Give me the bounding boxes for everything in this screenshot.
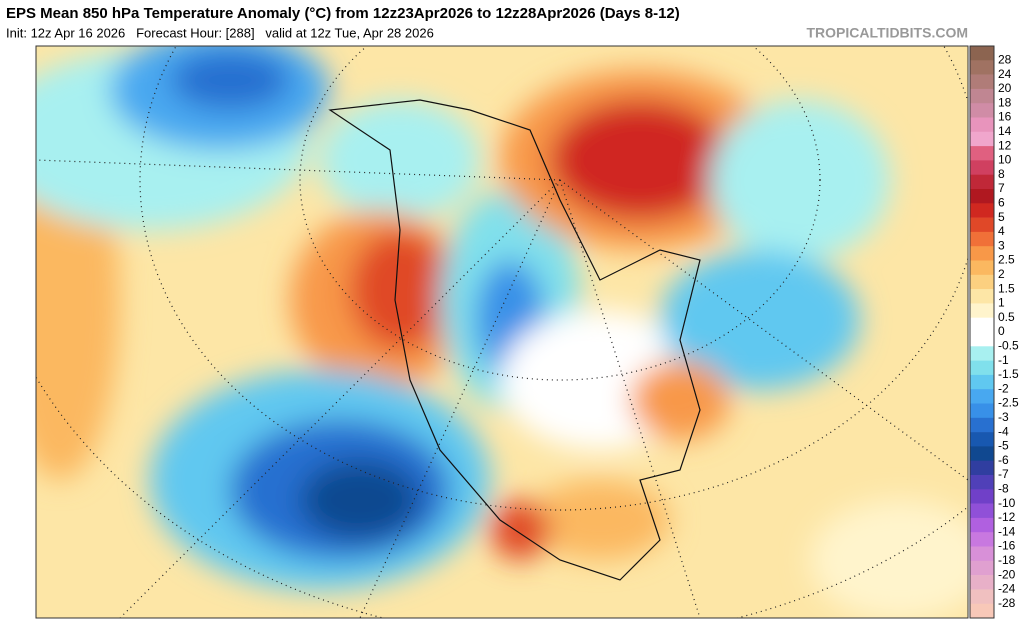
- colorbar-label: -10: [998, 496, 1016, 510]
- colorbar-segment: [970, 231, 994, 247]
- colorbar-label: 14: [998, 124, 1012, 138]
- coastline: [328, 99, 701, 581]
- colorbar-label: 7: [998, 181, 1005, 195]
- colorbar-label: -7: [998, 467, 1009, 481]
- colorbar-label: 0: [998, 324, 1005, 338]
- title: EPS Mean 850 hPa Temperature Anomaly (°C…: [6, 5, 680, 22]
- colorbar-segment: [970, 203, 994, 218]
- colorbar-label: 5: [998, 210, 1005, 224]
- colorbar-label: -16: [998, 539, 1016, 553]
- colorbar-label: -3: [998, 410, 1009, 424]
- colorbar-label: 3: [998, 238, 1005, 252]
- colorbar-label: 8: [998, 167, 1005, 181]
- colorbar-segment: [970, 246, 994, 261]
- colorbar-label: -28: [998, 596, 1016, 610]
- colorbar-label: 18: [998, 95, 1012, 109]
- colorbar-segment: [970, 489, 994, 504]
- colorbar-label: -4: [998, 424, 1009, 438]
- colorbar-label: 10: [998, 153, 1012, 167]
- colorbar-segment: [970, 346, 994, 361]
- colorbar-label: -6: [998, 453, 1009, 467]
- colorbar-segment: [970, 260, 994, 276]
- colorbar-segment: [970, 460, 994, 476]
- colorbar-label: -5: [998, 439, 1009, 453]
- subtitle: Init: 12z Apr 16 2026 Forecast Hour: [28…: [6, 25, 434, 40]
- colorbar-segment: [970, 432, 994, 447]
- colorbar-segment: [970, 389, 994, 404]
- colorbar-segment: [970, 60, 994, 75]
- colorbar-segment: [970, 589, 994, 604]
- anomaly-field: [36, 46, 968, 618]
- colorbar-label: 12: [998, 138, 1012, 152]
- colorbar-label: -18: [998, 553, 1016, 567]
- colorbar-label: 1.5: [998, 281, 1015, 295]
- colorbar-label: -12: [998, 510, 1016, 524]
- colorbar-segment: [970, 303, 994, 318]
- colorbar-label: -1.5: [998, 367, 1019, 381]
- colorbar-segment: [970, 517, 994, 533]
- colorbar-segment: [970, 446, 994, 461]
- colorbar-segment: [970, 417, 994, 433]
- colorbar-segment: [970, 317, 994, 333]
- colorbar-segment: [970, 546, 994, 562]
- colorbar-label: -1: [998, 353, 1009, 367]
- colorbar-label: 1: [998, 296, 1005, 310]
- colorbar-segment: [970, 403, 994, 419]
- colorbar-segment: [970, 103, 994, 118]
- colorbar-segment: [970, 274, 994, 290]
- colorbar-label: 0.5: [998, 310, 1015, 324]
- colorbar-label: -20: [998, 567, 1016, 581]
- colorbar-segment: [970, 217, 994, 233]
- colorbar-segment: [970, 475, 994, 490]
- colorbar-label: -0.5: [998, 338, 1019, 352]
- colorbar-segment: [970, 174, 994, 190]
- colorbar-segment: [970, 603, 994, 619]
- colorbar-segment: [970, 289, 994, 304]
- colorbar-frame: [969, 45, 995, 619]
- colorbar-segment: [970, 117, 994, 133]
- colorbar-label: 2.5: [998, 253, 1015, 267]
- colorbar-segment: [970, 146, 994, 161]
- colorbar-label: 6: [998, 195, 1005, 209]
- colorbar-segment: [970, 46, 994, 61]
- colorbar-segment: [970, 360, 994, 376]
- colorbar-segment: [970, 575, 994, 590]
- colorbar-label: -2.5: [998, 396, 1019, 410]
- colorbar-label: -24: [998, 582, 1016, 596]
- colorbar-segment: [970, 74, 994, 90]
- colorbar-label: 16: [998, 110, 1012, 124]
- colorbar-segment: [970, 189, 994, 204]
- colorbar-segment: [970, 503, 994, 519]
- map-frame: [35, 45, 969, 619]
- colorbar-segment: [970, 374, 994, 390]
- colorbar-segment: [970, 332, 994, 347]
- colorbar-label: 2: [998, 267, 1005, 281]
- colorbar-segment: [970, 532, 994, 547]
- colorbar: 28242018161412108765432.521.510.50-0.5-1…: [969, 45, 1019, 619]
- colorbar-label: -2: [998, 381, 1009, 395]
- colorbar-label: 4: [998, 224, 1005, 238]
- colorbar-label: -14: [998, 524, 1016, 538]
- colorbar-label: 28: [998, 52, 1012, 66]
- colorbar-segment: [970, 560, 994, 576]
- colorbar-label: 24: [998, 67, 1012, 81]
- source: TROPICALTIDBITS.COM: [806, 25, 968, 41]
- colorbar-segment: [970, 88, 994, 104]
- colorbar-label: 20: [998, 81, 1012, 95]
- colorbar-segment: [970, 160, 994, 175]
- colorbar-label: -8: [998, 481, 1009, 495]
- colorbar-segment: [970, 131, 994, 147]
